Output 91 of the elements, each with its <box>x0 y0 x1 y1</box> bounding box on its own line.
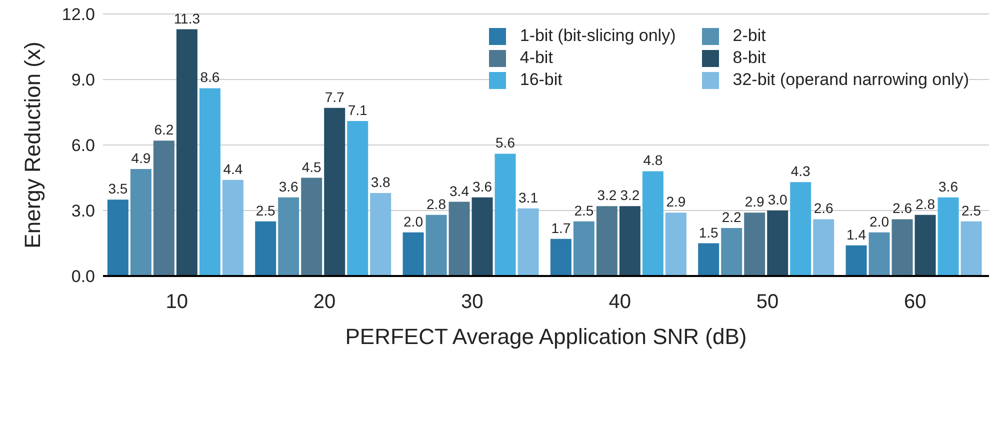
bar <box>573 221 594 276</box>
bar <box>518 208 539 276</box>
data-label: 2.5 <box>962 202 982 218</box>
data-label: 3.6 <box>472 178 492 194</box>
bar <box>222 180 244 276</box>
bar <box>721 228 742 276</box>
x-tick-label: 40 <box>608 291 631 314</box>
data-label: 4.5 <box>302 158 322 175</box>
bar <box>494 154 516 276</box>
bar <box>448 202 470 276</box>
x-tick-label: 50 <box>756 291 779 314</box>
data-label: 2.9 <box>744 194 765 210</box>
data-label: 4.3 <box>790 163 811 180</box>
bar <box>130 169 152 276</box>
data-label: 2.6 <box>892 200 912 216</box>
bar <box>176 29 198 276</box>
y-tick-label: 3.0 <box>71 202 95 221</box>
bar <box>347 120 368 276</box>
bar <box>472 197 493 276</box>
x-tick-label: 20 <box>313 291 336 314</box>
y-tick-label: 9.0 <box>71 70 95 90</box>
y-tick-label: 0.0 <box>71 267 95 286</box>
data-label: 11.3 <box>174 10 200 26</box>
data-label: 2.5 <box>574 202 594 218</box>
bar <box>892 219 913 276</box>
bar <box>324 108 346 276</box>
bar <box>153 140 174 276</box>
bar <box>846 245 867 276</box>
x-axis-title: PERFECT Average Application SNR (dB) <box>345 324 747 349</box>
x-tick-label: 30 <box>461 291 484 314</box>
data-label: 5.6 <box>496 134 516 151</box>
data-label: 3.6 <box>938 178 958 194</box>
x-tick-label: 10 <box>166 291 188 314</box>
data-label: 2.0 <box>870 213 890 230</box>
data-label: 2.8 <box>426 196 446 212</box>
bar <box>938 197 959 276</box>
bar <box>255 221 276 276</box>
legend-label: 16-bit <box>520 70 562 90</box>
bar <box>199 88 220 276</box>
bar <box>107 200 128 276</box>
data-label: 3.1 <box>518 189 538 206</box>
data-label: 3.5 <box>108 180 128 197</box>
data-label: 1.5 <box>698 224 719 240</box>
bar <box>301 178 322 276</box>
legend-label: 1-bit (bit-slicing only) <box>520 26 676 46</box>
data-label: 4.4 <box>223 160 243 177</box>
data-label: 3.0 <box>768 192 788 208</box>
bar <box>813 219 834 276</box>
y-tick-label: 12.0 <box>62 5 95 24</box>
bar <box>767 210 788 276</box>
data-label: 2.6 <box>814 200 834 216</box>
bar <box>744 212 766 276</box>
legend-label: 32-bit (operand narrowing only) <box>732 70 969 90</box>
data-label: 2.9 <box>666 194 686 210</box>
data-label: 7.7 <box>324 88 345 105</box>
bar <box>402 232 424 276</box>
bar <box>619 206 640 276</box>
bar <box>790 182 812 276</box>
y-tick-label: 6.0 <box>71 136 95 156</box>
data-label: 1.4 <box>846 226 866 242</box>
data-label: 3.6 <box>278 178 299 194</box>
data-label: 3.4 <box>450 182 470 199</box>
bar <box>426 214 447 276</box>
bar <box>698 243 720 276</box>
x-tick-label: 60 <box>904 291 926 314</box>
legend-label: 4-bit <box>520 48 553 68</box>
data-label: 2.2 <box>722 208 742 225</box>
bar <box>370 193 392 276</box>
data-label: 6.2 <box>154 122 174 138</box>
bar <box>642 171 664 276</box>
data-label: 2.5 <box>256 202 276 218</box>
bar <box>550 238 572 276</box>
legend-label: 2-bit <box>732 26 766 46</box>
data-label: 4.8 <box>643 152 663 168</box>
data-label: 3.8 <box>370 174 391 190</box>
data-label: 7.1 <box>348 102 368 118</box>
data-label: 3.2 <box>597 187 617 204</box>
data-label: 1.7 <box>551 220 571 236</box>
bar <box>665 212 686 276</box>
bar <box>596 206 618 276</box>
data-label: 2.0 <box>404 213 424 230</box>
data-label: 2.8 <box>916 196 936 212</box>
bar <box>868 232 890 276</box>
legend-label: 8-bit <box>732 48 766 68</box>
data-label: 8.6 <box>200 69 220 86</box>
y-axis-title: Energy Reduction (x) <box>20 42 45 248</box>
data-label: 4.9 <box>131 150 151 166</box>
bar <box>914 214 936 276</box>
bar <box>278 197 300 276</box>
bar <box>960 221 982 276</box>
data-label: 3.2 <box>620 187 640 204</box>
